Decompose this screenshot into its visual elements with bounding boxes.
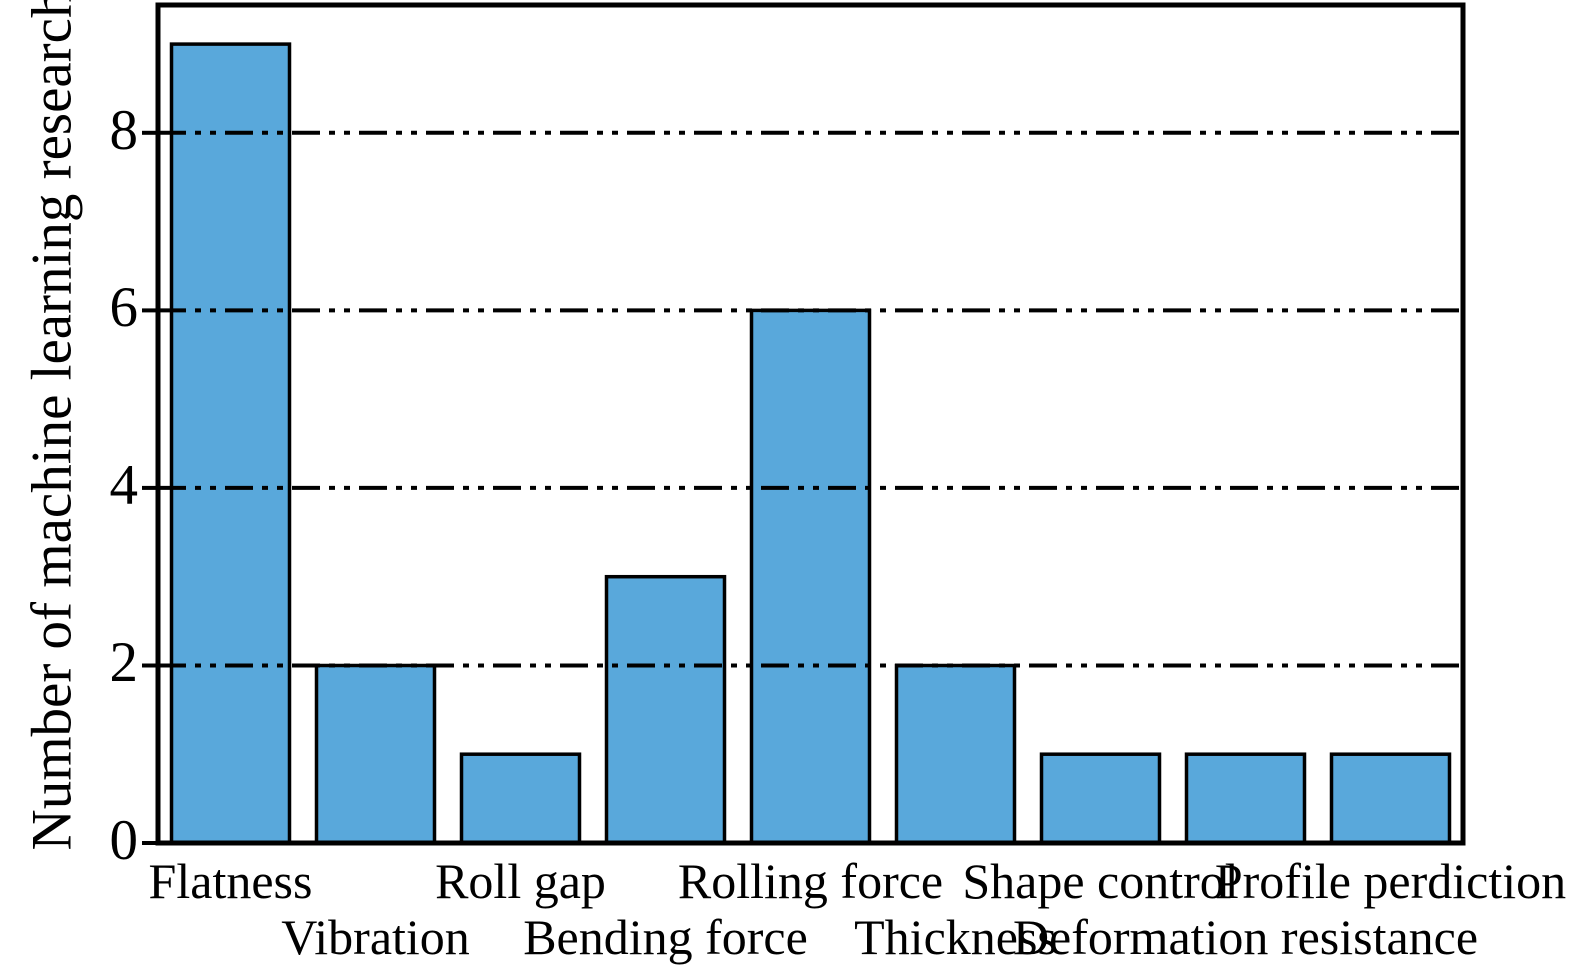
x-axis-label-vibration: Vibration (281, 909, 470, 965)
bar-flatness (169, 42, 292, 845)
x-axis-label-roll-gap: Roll gap (435, 853, 606, 909)
y-tick-label-0: 0 (109, 809, 139, 872)
x-axis-label-thickness: Thickness (854, 909, 1057, 965)
y-tick-label-2: 2 (109, 631, 139, 695)
x-axis-label-profile-perdiction: Profile perdiction (1214, 853, 1567, 909)
bar-profile-perdiction (1329, 752, 1452, 845)
x-axis-label-deformation-resistance: Deformation resistance (1012, 909, 1479, 965)
x-axis-label-flatness: Flatness (148, 853, 313, 909)
x-axis-label-shape-control: Shape control (962, 853, 1239, 909)
y-tick-label-8: 8 (109, 98, 139, 162)
bar-deformation-resistance (1184, 752, 1307, 845)
x-axis-label-bending-force: Bending force (523, 909, 808, 965)
bar-rolling-force (749, 308, 872, 845)
y-tick-label-4: 4 (109, 453, 139, 517)
x-axis-label-rolling-force: Rolling force (677, 853, 944, 909)
bar-bending-force (604, 574, 727, 845)
bar-roll-gap (459, 752, 582, 845)
y-tick-label-6: 6 (109, 276, 139, 340)
bar-vibration (314, 663, 437, 845)
bar-thickness (894, 663, 1017, 845)
bar-shape-control (1039, 752, 1162, 845)
plot-frame (155, 2, 1466, 846)
